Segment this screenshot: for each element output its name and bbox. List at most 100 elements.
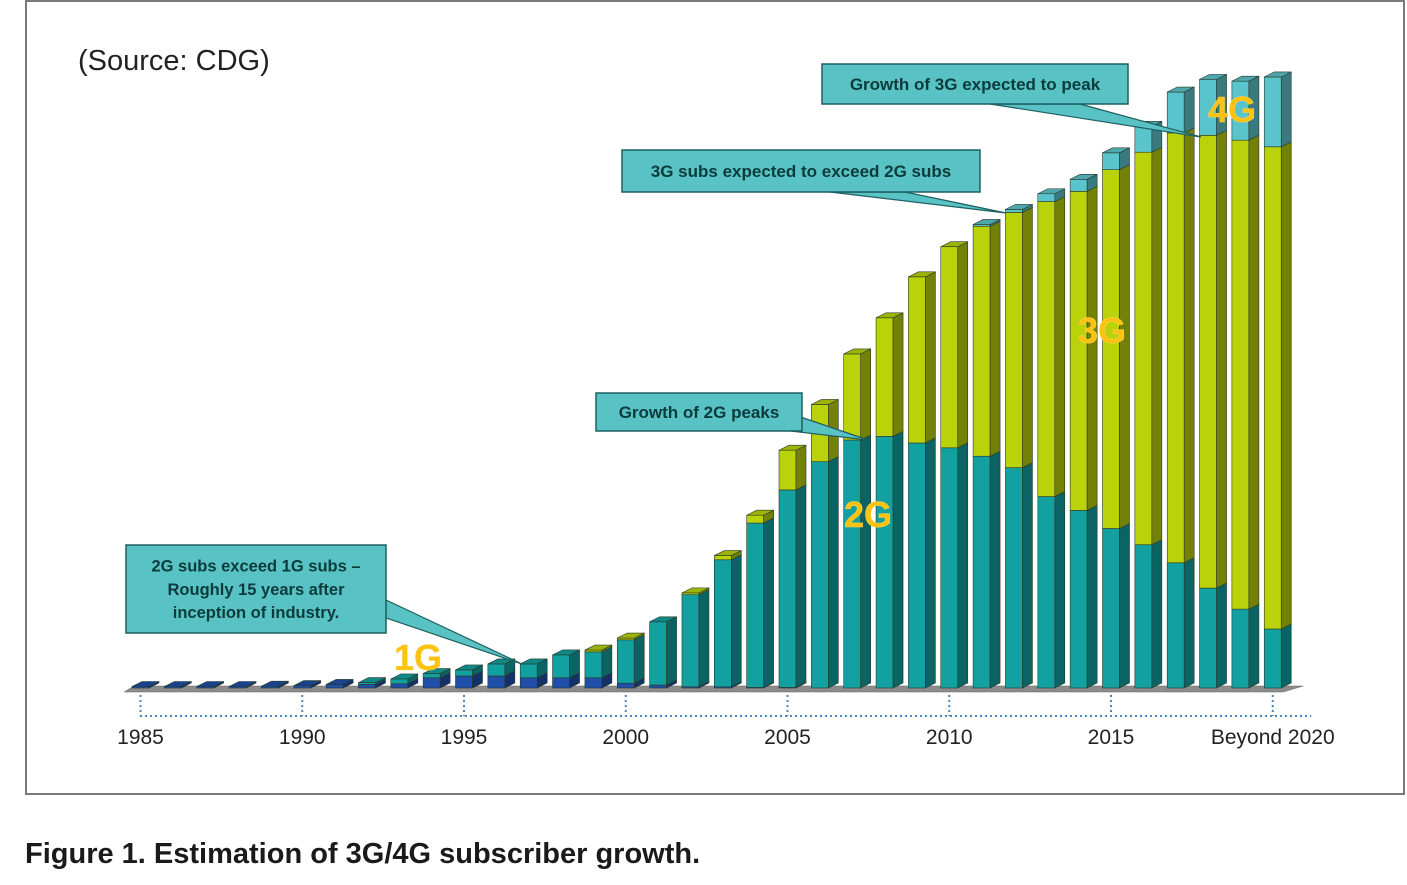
bar-side-2G xyxy=(601,646,613,679)
bar-segment-4G xyxy=(1166,91,1185,134)
bar-top xyxy=(487,658,515,665)
x-tick-label: 2005 xyxy=(764,726,811,749)
bar-segment-2G xyxy=(519,663,538,679)
bar-1992 xyxy=(358,677,386,689)
bar-2008 xyxy=(875,312,904,689)
generation-labels: 1G 2G 3G 4G xyxy=(394,89,1257,679)
bar-side-3G xyxy=(957,241,969,449)
bar-segment-2G xyxy=(746,522,764,688)
generation-label-4G: 4G xyxy=(1208,89,1256,130)
x-tick-label: 2010 xyxy=(926,726,973,749)
bar-side-2G xyxy=(1086,504,1098,689)
bar-side-3G xyxy=(795,444,807,491)
bar-1993 xyxy=(390,673,419,689)
bar-side-3G xyxy=(1183,127,1195,564)
x-tick-label: 2015 xyxy=(1088,726,1135,749)
callout-box xyxy=(821,63,1129,105)
bar-1989 xyxy=(261,680,289,689)
bar-segment-3G xyxy=(778,449,797,491)
bar-segment-3G xyxy=(875,317,894,437)
bar-top xyxy=(261,680,289,687)
bar-segment-3G xyxy=(1199,135,1217,589)
bar-Beyond 2020 xyxy=(1263,71,1292,689)
bar-top xyxy=(649,616,677,623)
bar-top xyxy=(1167,86,1195,93)
bar-segment-1G xyxy=(616,682,635,689)
bar-side-2G xyxy=(763,517,774,688)
generation-label-1G: 1G xyxy=(394,637,442,678)
bar-top xyxy=(972,219,1001,225)
bar-top xyxy=(1070,174,1098,180)
bar-top xyxy=(940,241,968,248)
callout-box xyxy=(621,149,981,193)
bar-segment-3G xyxy=(1263,146,1282,630)
bar-2007 xyxy=(843,348,872,689)
bar-1991 xyxy=(325,678,354,689)
bar-1999 xyxy=(584,644,613,689)
bar-segment-2G xyxy=(908,442,926,689)
bar-segment-3G xyxy=(1231,139,1250,610)
bar-segment-2G xyxy=(1134,544,1153,689)
bar-top xyxy=(423,668,451,674)
bar-side-3G xyxy=(1054,196,1066,498)
bar-side-3G xyxy=(989,220,1001,457)
bar-segment-4G xyxy=(1134,126,1153,153)
bar-2001 xyxy=(649,616,677,689)
bar-segment-2G xyxy=(552,654,570,679)
bar-segment-3G xyxy=(1166,132,1185,564)
bar-segment-3G xyxy=(1037,201,1056,497)
bar-2004 xyxy=(746,509,774,689)
bar-side-2G xyxy=(1119,522,1130,689)
x-tick-label: Beyond 2020 xyxy=(1211,726,1335,749)
bar-segment-1G xyxy=(649,684,667,689)
figure-caption: Figure 1. Estimation of 3G/4G subscriber… xyxy=(25,838,701,870)
bar-segment-1G xyxy=(455,675,473,689)
bar-side-3G xyxy=(1216,129,1227,589)
bar-top xyxy=(584,644,613,651)
bar-segment-2G xyxy=(1037,496,1056,689)
bar-top xyxy=(617,632,645,639)
bar-side-2G xyxy=(860,434,872,689)
bar-top xyxy=(358,677,386,683)
bar-top xyxy=(131,681,160,687)
bar-segment-3G xyxy=(843,353,862,441)
bar-side-4G xyxy=(1183,86,1195,134)
bar-side-2G xyxy=(1248,603,1260,689)
bar-side-3G xyxy=(1248,134,1260,610)
callout-text: 3G subs expected to exceed 2G subs xyxy=(651,162,951,181)
bar-2016 xyxy=(1134,120,1163,689)
bar-2006 xyxy=(811,398,839,689)
bar-top xyxy=(1005,204,1033,210)
bar-segment-2G xyxy=(584,651,603,679)
bar-side-2G xyxy=(828,456,839,689)
bar-side-2G xyxy=(730,554,742,688)
annotation-3g-exceed-2g: 3G subs expected to exceed 2G subs xyxy=(621,149,1007,214)
bar-segment-2G xyxy=(1166,562,1185,689)
bar-top xyxy=(681,587,710,594)
bar-top xyxy=(1231,75,1260,82)
bar-side-2G xyxy=(989,450,1001,689)
bar-1997 xyxy=(519,658,548,689)
bar-side-2G xyxy=(1183,557,1195,689)
bar-top xyxy=(455,664,483,671)
bar-segment-3G xyxy=(940,246,959,449)
bar-segment-2G xyxy=(778,489,797,688)
bar-segment-2G xyxy=(681,594,700,688)
bar-segment-1G xyxy=(422,677,441,689)
bar-1985 xyxy=(131,681,160,689)
bar-segment-3G xyxy=(713,555,732,561)
bar-segment-2G xyxy=(940,447,959,689)
bar-segment-1G xyxy=(293,685,312,689)
callout-text: Growth of 3G expected to peak xyxy=(850,75,1101,94)
bar-segment-2G xyxy=(487,663,506,677)
bar-1986 xyxy=(164,681,192,689)
bar-segment-3G xyxy=(746,514,764,524)
bar-2011 xyxy=(972,218,1001,689)
bar-top xyxy=(552,649,580,656)
bar-segment-2G xyxy=(390,678,409,685)
bar-segment-4G xyxy=(1102,152,1120,170)
bar-segment-3G xyxy=(1134,151,1153,546)
bar-1987 xyxy=(196,681,224,689)
bars xyxy=(131,71,1292,689)
bar-1995 xyxy=(455,664,483,689)
